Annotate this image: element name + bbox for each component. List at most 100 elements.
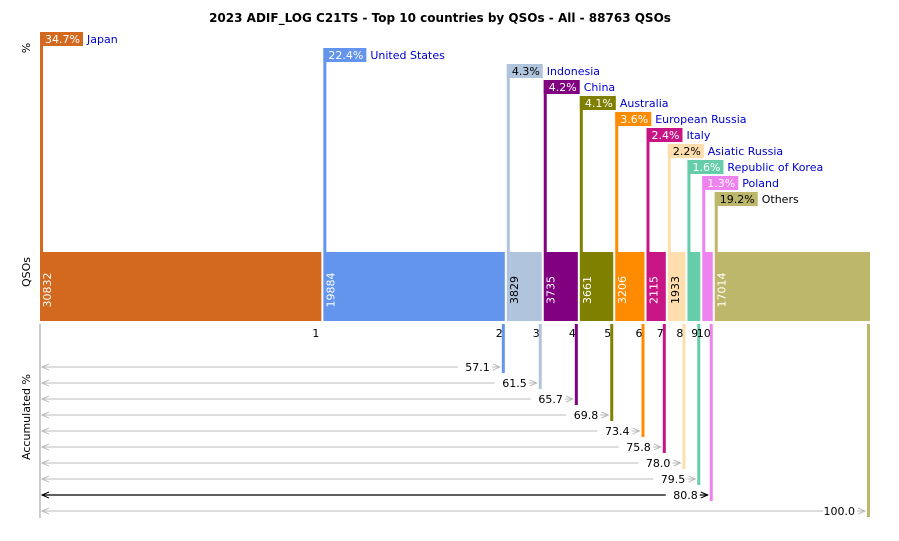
connector-line [40, 32, 43, 252]
rank-label: 8 [676, 327, 683, 340]
accumulated-drop-line [682, 324, 686, 469]
qso-bar-poland [702, 252, 713, 321]
connector-line [646, 128, 650, 252]
country-name-label: Japan [86, 33, 118, 46]
connector-line [543, 80, 547, 252]
accumulated-drop-line [641, 324, 645, 437]
qso-bar-australia [579, 252, 614, 321]
qso-bar-indonesia [506, 252, 542, 321]
accumulated-label: 61.5 [502, 377, 527, 390]
accumulated-drop-line [574, 324, 578, 405]
accumulated-axis-label: Accumulated % [20, 374, 33, 460]
country-name-label: China [584, 81, 615, 94]
connector-line [615, 112, 619, 252]
country-name-label: Poland [742, 177, 779, 190]
qso-value-label: 30832 [41, 273, 54, 308]
accumulated-drop-line [867, 324, 870, 517]
qsos-axis-label: QSOs [20, 257, 33, 287]
country-name-label: Republic of Korea [727, 161, 823, 174]
connector-line [667, 144, 671, 252]
percent-label: 4.2% [549, 81, 577, 94]
percent-tag [323, 48, 367, 62]
qso-value-label: 3661 [581, 276, 594, 304]
rank-label: 2 [496, 327, 503, 340]
accumulated-drop-line [610, 324, 614, 421]
accumulated-drop-line [662, 324, 666, 453]
accumulated-drop-line [697, 324, 701, 485]
percent-label: 2.4% [652, 129, 680, 142]
accumulated-label-bg [597, 424, 632, 438]
qso-bar-china [543, 252, 578, 321]
connector-line [702, 176, 706, 252]
qso-value-label: 2115 [647, 276, 660, 304]
accumulated-label-bg [566, 408, 601, 422]
rank-label: 3 [533, 327, 540, 340]
qso-bar-japan [40, 252, 322, 321]
percent-tag [667, 144, 704, 158]
chart-title: 2023 ADIF_LOG C21TS - Top 10 countries b… [209, 11, 671, 26]
percent-tag [543, 80, 580, 94]
accumulated-label: 65.7 [538, 393, 563, 406]
accumulated-label: 79.5 [661, 473, 686, 486]
rank-label: 1 [312, 327, 319, 340]
percent-tag [646, 128, 683, 142]
qso-bar-republic-of-korea [687, 252, 701, 321]
rank-label: 5 [604, 327, 611, 340]
accumulated-label-bg [653, 472, 688, 486]
qso-bar-others [714, 252, 870, 321]
accumulated-label: 100.0 [824, 505, 856, 518]
percent-label: 19.2% [720, 193, 755, 206]
percent-label: 34.7% [45, 33, 80, 46]
percent-tag [40, 32, 83, 46]
percent-tag [615, 112, 652, 126]
percent-label: 4.1% [585, 97, 613, 110]
percent-label: 1.6% [692, 161, 720, 174]
rank-label: 6 [635, 327, 642, 340]
percent-tag [687, 160, 724, 174]
percent-axis-label: % [20, 43, 33, 53]
accumulated-label: 57.1 [465, 361, 490, 374]
country-name-label: Italy [686, 129, 710, 142]
percent-tag [702, 176, 739, 190]
qso-value-label: 19884 [324, 273, 337, 308]
accumulated-label: 80.8 [673, 489, 698, 502]
accumulated-label: 69.8 [574, 409, 599, 422]
percent-label: 3.6% [620, 113, 648, 126]
accumulated-drop-line [538, 324, 542, 389]
accumulated-label-bg [494, 376, 529, 390]
accumulated-label-bg [618, 440, 653, 454]
country-name-label: United States [370, 49, 445, 62]
country-name-label: Others [762, 193, 799, 206]
percent-tag [714, 192, 758, 206]
rank-label: 7 [657, 327, 664, 340]
connector-line [714, 192, 718, 252]
qso-value-label: 3206 [616, 276, 629, 304]
accumulated-drop-line [709, 324, 713, 501]
qso-value-label: 3735 [545, 276, 558, 304]
country-name-label: Indonesia [547, 65, 600, 78]
connector-line [579, 96, 583, 252]
accumulated-label: 73.4 [605, 425, 630, 438]
percent-tag [579, 96, 616, 110]
percent-tag [506, 64, 543, 78]
percent-label: 1.3% [707, 177, 735, 190]
rank-label: 9 [691, 327, 698, 340]
accumulated-label-bg [823, 504, 857, 518]
rank-label: 4 [569, 327, 576, 340]
connector-line [323, 48, 327, 252]
accumulated-label: 78.0 [646, 457, 671, 470]
country-name-label: European Russia [655, 113, 746, 126]
country-name-label: Australia [620, 97, 669, 110]
connector-line [506, 64, 510, 252]
qso-bar-italy [646, 252, 666, 321]
accumulated-drop-line [501, 324, 505, 373]
qso-value-label: 1933 [669, 276, 682, 304]
percent-label: 22.4% [328, 49, 363, 62]
connector-line [687, 160, 691, 252]
accumulated-label-bg [665, 488, 700, 502]
percent-label: 4.3% [512, 65, 540, 78]
accumulated-label-bg [530, 392, 565, 406]
